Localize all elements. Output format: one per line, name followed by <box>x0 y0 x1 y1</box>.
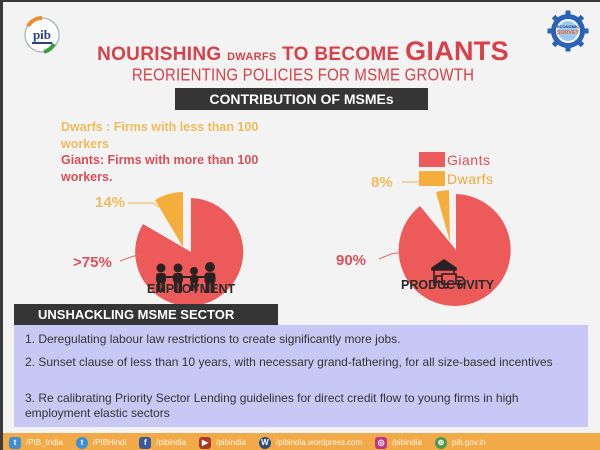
footer-twitter-pib-hindi[interactable]: t /PIBHindi <box>75 436 127 449</box>
policy-item-3: 3. Re calibrating Priority Sector Lendin… <box>25 391 519 420</box>
giants-definition-line1: Giants: Firms with more than 100 <box>61 153 259 167</box>
giants-definition-line2: workers. <box>61 169 113 184</box>
page-title: NOURISHING DWARFS TO BECOME GIANTS <box>63 36 543 67</box>
employment-dwarfs-slice <box>155 192 183 247</box>
footer-label: /pibindia <box>216 438 246 447</box>
footer-twitter-pib-india[interactable]: t /PIB_India <box>9 436 63 449</box>
footer-label: /PIB_India <box>26 438 63 447</box>
economic-survey-logo-icon: ECONOMIC SURVEY <box>547 10 589 52</box>
wordpress-icon: W <box>258 436 271 449</box>
legend-label-giants: Giants <box>447 151 491 168</box>
employment-title: EMPLOYMENT <box>147 282 236 296</box>
footer-wordpress[interactable]: W /pibindia.wordpress.com <box>258 436 363 449</box>
warehouse-truck-icon <box>431 259 466 289</box>
svg-text:ECONOMIC: ECONOMIC <box>557 24 579 29</box>
youtube-icon: ▶ <box>199 436 212 449</box>
title-nourishing: NOURISHING <box>97 44 228 65</box>
title-dwarfs: DWARFS <box>227 51 277 63</box>
policy-list <box>14 325 588 427</box>
title-giants: GIANTS <box>405 36 509 66</box>
pib-logo-icon: pib <box>24 16 60 54</box>
legend-item-giants: Giants <box>419 150 494 169</box>
footer-label: /PIBHindi <box>92 438 127 447</box>
employment-giants-pct: >75% <box>73 254 112 271</box>
dwarfs-definition-line2: workers <box>61 136 109 151</box>
instagram-icon: ◎ <box>375 436 388 449</box>
facebook-icon: f <box>139 436 152 449</box>
productivity-title: PRODUCTIVITY <box>401 278 495 292</box>
footer-website[interactable]: ⊕ pib.gov.in <box>434 436 486 449</box>
page-subtitle: REORIENTING POLICIES FOR MSME GROWTH <box>131 65 475 86</box>
policy-item-1: 1. Deregulating labour law restrictions … <box>25 332 401 346</box>
footer-label: /pibindia <box>392 438 422 447</box>
svg-text:pib: pib <box>33 27 51 42</box>
legend-swatch-giants <box>419 152 445 167</box>
policy-item-2: 2. Sunset clause of less than 10 years, … <box>25 355 553 369</box>
people-family-icon <box>156 262 216 293</box>
social-footer: t /PIB_India t /PIBHindi f /pibindia ▶ /… <box>3 433 600 450</box>
svg-text:SURVEY: SURVEY <box>557 30 580 36</box>
footer-label: /pibindia.wordpress.com <box>275 438 363 447</box>
dwarfs-definition-line1: Dwarfs : Firms with less than 100 <box>61 120 259 134</box>
employment-pie-chart <box>135 192 244 306</box>
footer-youtube[interactable]: ▶ /pibindia <box>199 436 246 449</box>
twitter-icon: t <box>75 436 88 449</box>
contribution-heading: CONTRIBUTION OF MSMEs <box>175 88 428 110</box>
legend-swatch-dwarfs <box>419 171 445 186</box>
title-to-become: TO BECOME <box>276 44 406 65</box>
productivity-pie-chart <box>398 190 511 306</box>
productivity-dwarfs-slice <box>436 190 450 242</box>
footer-facebook[interactable]: f /pibindia <box>139 436 187 449</box>
productivity-dwarfs-pct: 8% <box>371 174 393 191</box>
footer-instagram[interactable]: ◎ /pibindia <box>375 436 422 449</box>
legend-item-dwarfs: Dwarfs <box>419 169 494 188</box>
legend-label-dwarfs: Dwarfs <box>447 170 494 187</box>
chart-legend: Giants Dwarfs <box>419 150 494 188</box>
employment-dwarfs-pct: 14% <box>95 194 126 211</box>
twitter-icon: t <box>9 436 21 449</box>
footer-label: /pibindia <box>156 438 187 447</box>
productivity-giants-slice <box>398 194 511 306</box>
globe-icon: ⊕ <box>434 436 447 449</box>
unshackling-heading: UNSHACKLING MSME SECTOR <box>14 304 278 326</box>
productivity-giants-pct: 90% <box>336 252 367 269</box>
definitions: Dwarfs : Firms with less than 100 worker… <box>61 119 331 185</box>
footer-label: pib.gov.in <box>451 438 486 447</box>
